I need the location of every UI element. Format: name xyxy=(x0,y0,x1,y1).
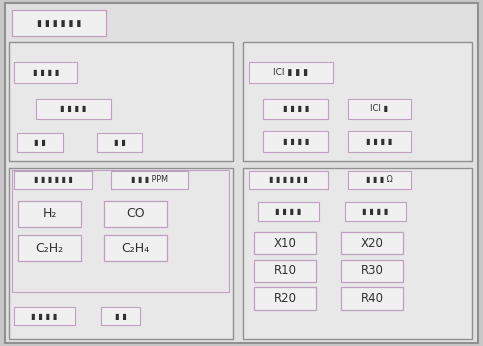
Text: X20: X20 xyxy=(360,237,384,249)
FancyBboxPatch shape xyxy=(104,235,167,261)
Text: ▮ ▮ ▮ ▮: ▮ ▮ ▮ ▮ xyxy=(366,137,392,146)
FancyBboxPatch shape xyxy=(104,201,167,227)
Text: ▮ ▮: ▮ ▮ xyxy=(114,138,126,147)
Text: X10: X10 xyxy=(273,237,297,249)
Text: ▮ ▮ ▮ ▮ ▮ ▮: ▮ ▮ ▮ ▮ ▮ ▮ xyxy=(269,175,308,184)
FancyBboxPatch shape xyxy=(341,287,403,310)
FancyBboxPatch shape xyxy=(111,171,188,189)
FancyBboxPatch shape xyxy=(254,287,316,310)
FancyBboxPatch shape xyxy=(5,3,478,343)
FancyBboxPatch shape xyxy=(12,170,229,292)
Text: ▮ ▮ ▮ Ω: ▮ ▮ ▮ Ω xyxy=(366,175,393,184)
Text: ▮ ▮ ▮ ▮: ▮ ▮ ▮ ▮ xyxy=(283,104,309,113)
FancyBboxPatch shape xyxy=(14,307,75,325)
FancyBboxPatch shape xyxy=(9,168,233,339)
FancyBboxPatch shape xyxy=(17,133,63,152)
Text: H₂: H₂ xyxy=(43,207,57,220)
Text: ▮ ▮: ▮ ▮ xyxy=(115,312,127,321)
FancyBboxPatch shape xyxy=(97,133,142,152)
Text: ▮ ▮ ▮ ▮ ▮ ▮: ▮ ▮ ▮ ▮ ▮ ▮ xyxy=(34,175,72,184)
Text: ▮ ▮ ▮ ▮: ▮ ▮ ▮ ▮ xyxy=(362,207,389,217)
FancyBboxPatch shape xyxy=(254,260,316,282)
FancyBboxPatch shape xyxy=(14,62,77,83)
FancyBboxPatch shape xyxy=(18,201,81,227)
Text: ▮ ▮ ▮ ▮: ▮ ▮ ▮ ▮ xyxy=(275,207,302,217)
FancyBboxPatch shape xyxy=(12,10,106,36)
Text: ▮ ▮ ▮ PPM: ▮ ▮ ▮ PPM xyxy=(131,175,168,184)
Text: ▮ ▮ ▮ ▮: ▮ ▮ ▮ ▮ xyxy=(33,68,59,77)
FancyBboxPatch shape xyxy=(263,99,328,119)
FancyBboxPatch shape xyxy=(249,171,328,189)
FancyBboxPatch shape xyxy=(348,131,411,152)
Text: R10: R10 xyxy=(273,264,297,277)
Text: ICI ▮: ICI ▮ xyxy=(370,104,388,113)
FancyBboxPatch shape xyxy=(348,171,411,189)
FancyBboxPatch shape xyxy=(14,171,92,189)
FancyBboxPatch shape xyxy=(345,202,406,221)
FancyBboxPatch shape xyxy=(36,99,111,119)
Text: C₂H₄: C₂H₄ xyxy=(121,242,149,255)
FancyBboxPatch shape xyxy=(263,131,328,152)
Text: ▮ ▮ ▮ ▮ ▮ ▮: ▮ ▮ ▮ ▮ ▮ ▮ xyxy=(37,19,81,28)
FancyBboxPatch shape xyxy=(18,235,81,261)
Text: R40: R40 xyxy=(360,292,384,305)
FancyBboxPatch shape xyxy=(341,260,403,282)
FancyBboxPatch shape xyxy=(254,232,316,254)
FancyBboxPatch shape xyxy=(243,42,472,161)
Text: C₂H₂: C₂H₂ xyxy=(36,242,64,255)
Text: R30: R30 xyxy=(360,264,384,277)
Text: ▮ ▮: ▮ ▮ xyxy=(34,138,46,147)
Text: ▮ ▮ ▮ ▮: ▮ ▮ ▮ ▮ xyxy=(60,104,87,113)
FancyBboxPatch shape xyxy=(101,307,140,325)
FancyBboxPatch shape xyxy=(9,42,233,161)
Text: R20: R20 xyxy=(273,292,297,305)
Text: CO: CO xyxy=(126,207,144,220)
FancyBboxPatch shape xyxy=(249,62,333,83)
FancyBboxPatch shape xyxy=(243,168,472,339)
FancyBboxPatch shape xyxy=(341,232,403,254)
Text: ICI ▮ ▮ ▮: ICI ▮ ▮ ▮ xyxy=(273,68,309,77)
Text: ▮ ▮ ▮ ▮: ▮ ▮ ▮ ▮ xyxy=(283,137,309,146)
Text: ▮ ▮ ▮ ▮: ▮ ▮ ▮ ▮ xyxy=(31,312,58,321)
FancyBboxPatch shape xyxy=(348,99,411,119)
FancyBboxPatch shape xyxy=(258,202,319,221)
